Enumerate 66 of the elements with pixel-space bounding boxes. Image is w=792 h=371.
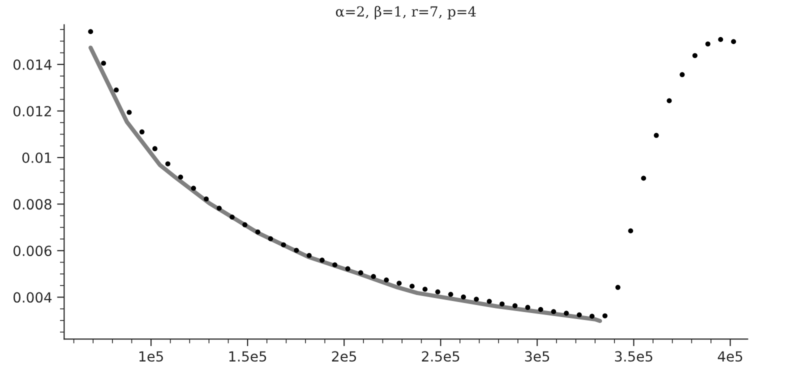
x-tick-label: 2e5	[332, 351, 356, 362]
point	[538, 307, 544, 312]
point	[88, 29, 94, 34]
point	[320, 258, 325, 263]
y-tick-label: 0.014	[14, 59, 52, 70]
point	[242, 222, 248, 228]
point	[139, 129, 144, 134]
point	[230, 214, 235, 220]
point	[590, 314, 595, 319]
x-tick-label: 2.5e5	[422, 351, 460, 362]
chart-title: α=2, β=1, r=7, p=4	[336, 6, 476, 20]
point	[666, 98, 672, 104]
point	[641, 176, 646, 181]
point	[114, 88, 119, 93]
y-tick-label: 0.008	[14, 199, 52, 210]
point	[345, 266, 350, 272]
y-tick-label: 0.012	[14, 106, 51, 116]
point	[435, 289, 440, 294]
point	[474, 296, 479, 302]
point	[448, 292, 454, 297]
point	[576, 312, 582, 318]
point	[332, 262, 338, 268]
point	[396, 280, 402, 286]
point	[705, 41, 710, 46]
point	[628, 228, 634, 234]
point	[410, 284, 415, 289]
point	[165, 161, 170, 166]
point	[358, 270, 364, 276]
point	[680, 72, 685, 78]
point	[602, 313, 608, 318]
x-tick-label: 3.5e5	[615, 351, 652, 362]
point	[718, 37, 724, 42]
point	[615, 284, 620, 290]
point	[692, 53, 698, 58]
point	[525, 304, 530, 310]
point	[500, 301, 505, 306]
line-series	[88, 46, 602, 324]
point	[384, 277, 389, 282]
y-tick-label: 0.01	[22, 152, 52, 164]
point	[512, 303, 518, 308]
point	[101, 60, 106, 66]
x-tick-label: 3e5	[525, 351, 550, 362]
point	[654, 132, 659, 138]
point	[551, 309, 556, 314]
point	[370, 274, 376, 279]
x-tick-label: 1e5	[139, 351, 163, 362]
point	[191, 186, 196, 191]
point	[280, 242, 286, 248]
y-tick-label: 0.004	[14, 292, 52, 303]
point	[564, 310, 569, 316]
y-tick-label: 0.006	[14, 246, 52, 256]
point	[268, 236, 274, 242]
point	[126, 110, 132, 115]
point	[294, 248, 299, 253]
point	[486, 298, 492, 304]
point	[255, 230, 260, 235]
point	[152, 146, 158, 152]
point	[422, 286, 428, 292]
point	[204, 196, 209, 202]
point	[731, 39, 736, 44]
point	[460, 294, 466, 300]
point	[178, 174, 184, 180]
x-tick-label: 1.5e5	[229, 351, 266, 362]
point	[216, 206, 222, 211]
point	[306, 253, 312, 258]
x-tick-label: 4e5	[718, 351, 742, 362]
